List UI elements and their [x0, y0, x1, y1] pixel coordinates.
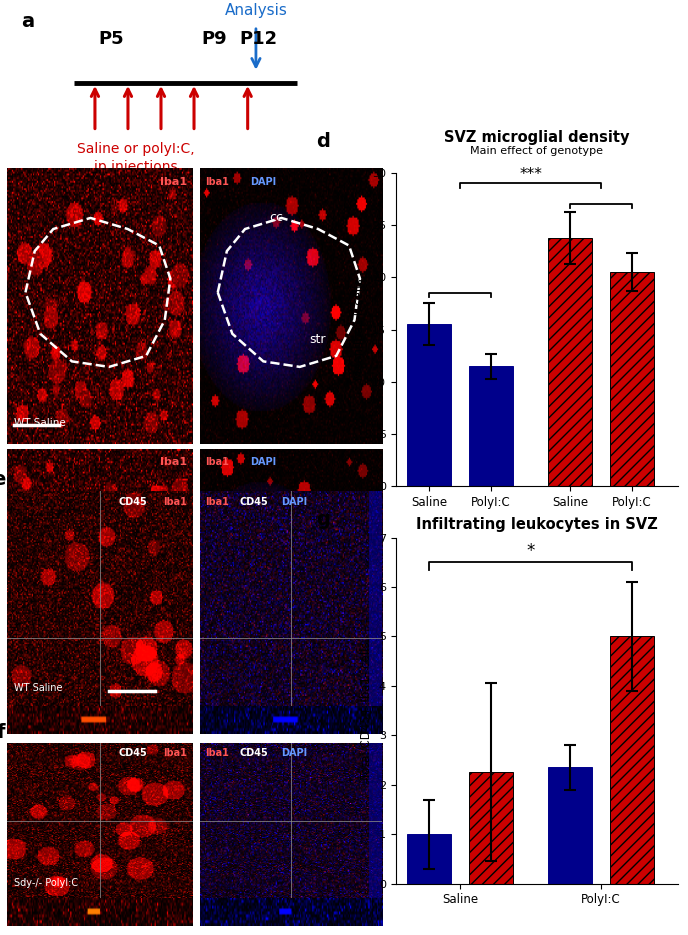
Text: d: d — [316, 132, 330, 151]
Text: cc: cc — [269, 211, 283, 224]
Text: Main effect of genotype: Main effect of genotype — [470, 146, 603, 156]
Bar — [548, 237, 592, 486]
Y-axis label: Total CD45+ Iba1- cells: Total CD45+ Iba1- cells — [361, 641, 373, 780]
Bar — [548, 768, 592, 884]
Bar — [610, 637, 654, 884]
Text: b: b — [0, 147, 5, 165]
Text: P9: P9 — [202, 31, 228, 49]
Bar — [610, 272, 654, 486]
Bar — [369, 743, 382, 898]
Bar — [407, 834, 451, 884]
Text: Saline or polyI:C,
ip injections: Saline or polyI:C, ip injections — [78, 142, 195, 174]
Text: DAPI: DAPI — [281, 748, 308, 758]
Text: Iba1: Iba1 — [205, 456, 229, 467]
Text: DAPI: DAPI — [250, 456, 277, 467]
Text: Analysis: Analysis — [224, 4, 288, 19]
Bar — [469, 367, 513, 486]
Text: Sdy-/- PolyI:C: Sdy-/- PolyI:C — [14, 878, 78, 888]
Text: WT Saline: WT Saline — [14, 418, 66, 427]
Text: f: f — [0, 723, 5, 741]
Text: Iba1: Iba1 — [160, 456, 187, 467]
Y-axis label: Mean Iba1+ cells: Mean Iba1+ cells — [353, 279, 366, 381]
Text: g: g — [316, 510, 330, 529]
Text: Iba1: Iba1 — [160, 177, 187, 187]
Text: str: str — [310, 333, 326, 346]
Text: c: c — [0, 427, 5, 446]
Text: WT Saline: WT Saline — [14, 683, 63, 693]
Text: Iba1: Iba1 — [163, 748, 187, 758]
Text: DAPI: DAPI — [250, 177, 277, 187]
Bar — [369, 491, 382, 706]
Text: CD45: CD45 — [239, 497, 268, 508]
Text: Sdy-/- PolyI:C: Sdy-/- PolyI:C — [14, 685, 83, 695]
Text: Iba1: Iba1 — [205, 497, 229, 508]
Text: Iba1: Iba1 — [163, 497, 187, 508]
Text: e: e — [0, 469, 5, 489]
Bar — [469, 772, 513, 884]
Text: cc: cc — [269, 489, 283, 502]
Bar — [407, 324, 451, 486]
Text: *: * — [526, 542, 535, 560]
Text: str: str — [310, 605, 326, 618]
Text: CD45: CD45 — [239, 748, 268, 758]
Text: P5: P5 — [98, 31, 125, 49]
Text: a: a — [21, 12, 34, 31]
Text: ***: *** — [519, 167, 542, 182]
Text: Iba1: Iba1 — [205, 748, 229, 758]
Text: P12: P12 — [239, 31, 277, 49]
Title: SVZ microglial density: SVZ microglial density — [444, 130, 630, 146]
Text: Iba1: Iba1 — [205, 177, 229, 187]
Text: CD45: CD45 — [118, 748, 147, 758]
Polygon shape — [327, 619, 382, 711]
Text: DAPI: DAPI — [281, 497, 308, 508]
Text: CD45: CD45 — [118, 497, 147, 508]
Title: Infiltrating leukocytes in SVZ: Infiltrating leukocytes in SVZ — [416, 517, 658, 532]
